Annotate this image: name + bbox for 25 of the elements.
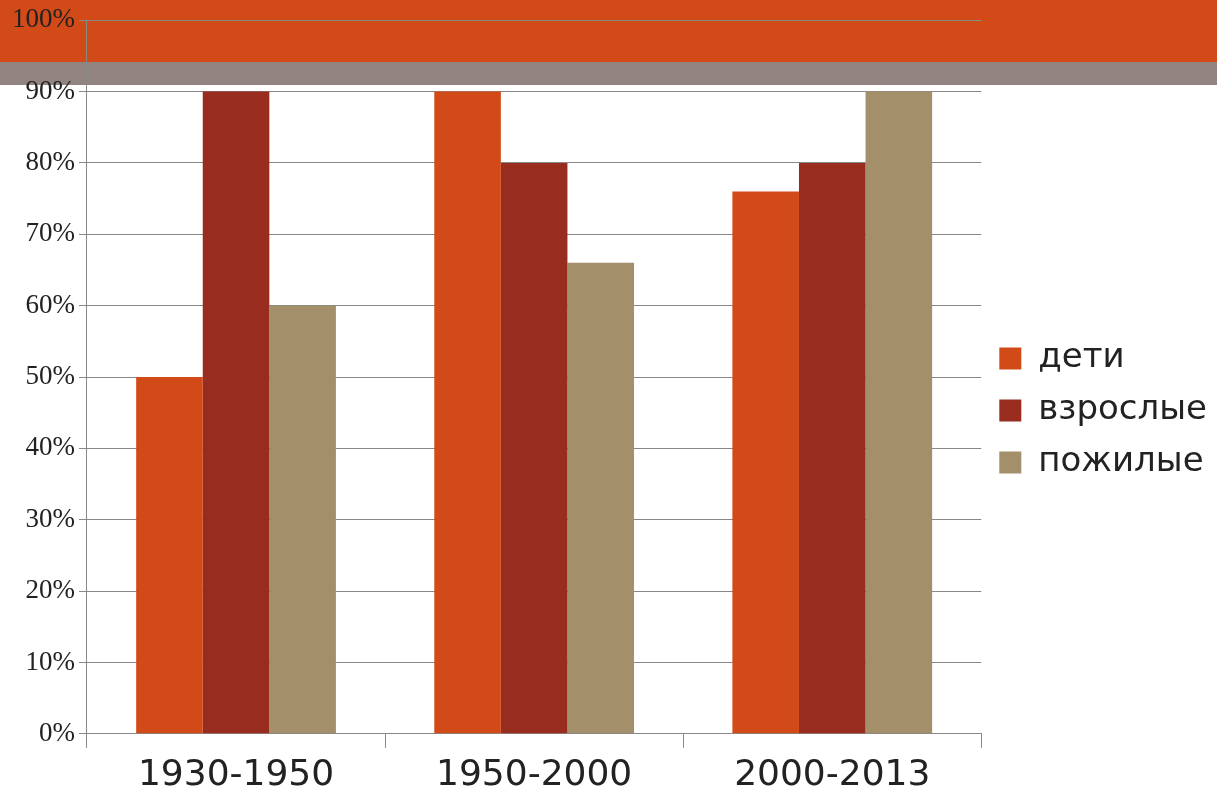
- x-tick-label: 2000-2013: [734, 751, 931, 793]
- bar: [500, 162, 568, 734]
- y-tick-label: 30%: [25, 502, 75, 533]
- y-tick-label: 80%: [25, 146, 75, 177]
- x-tick-label: 1930-1950: [137, 751, 335, 793]
- y-tick-label: 20%: [25, 574, 75, 605]
- bar: [798, 162, 866, 734]
- bar: [567, 262, 635, 734]
- bar: [865, 91, 933, 734]
- y-tick-label: 70%: [25, 217, 75, 248]
- y-tick-label: 100%: [11, 3, 75, 34]
- legend-label: дети: [1038, 335, 1125, 376]
- legend-label: взрослые: [1038, 387, 1208, 428]
- y-tick-label: 50%: [25, 360, 75, 391]
- bar: [269, 305, 336, 734]
- bar: [136, 377, 203, 734]
- legend-label: пожилые: [1038, 439, 1204, 480]
- bar: [202, 91, 270, 734]
- bar: [434, 91, 501, 734]
- y-tick-label: 60%: [25, 288, 75, 319]
- y-tick-label: 10%: [25, 645, 75, 676]
- y-tick-label: 40%: [25, 431, 75, 462]
- bar: [732, 191, 799, 734]
- y-tick-label: 0%: [38, 716, 75, 747]
- x-tick-label: 1950-2000: [436, 751, 633, 793]
